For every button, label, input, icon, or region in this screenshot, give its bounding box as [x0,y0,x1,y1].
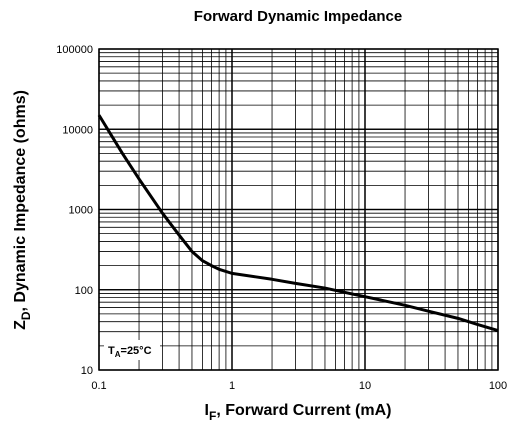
x-tick-label: 1 [229,380,235,392]
x-tick-label: 0.1 [91,380,106,392]
plot-frame [98,48,499,371]
y-tick-label: 100000 [56,44,93,56]
y-axis-label: ZD, Dynamic Impedance (ohms) [12,90,33,330]
x-tick-label: 100 [489,380,507,392]
y-tick-label: 100 [75,285,93,297]
chart-title: Forward Dynamic Impedance [194,8,402,25]
series-line [97,114,499,333]
y-tick-label: 10000 [62,124,93,136]
temperature-annotation: TA=25°C [108,345,152,359]
y-tick-label: 1000 [69,205,93,217]
x-tick-label: 10 [359,380,371,392]
grid [98,48,499,371]
y-tick-label: 10 [81,365,93,377]
annotation-background [104,340,160,360]
x-axis-label: IF, Forward Current (mA) [205,402,392,423]
x-tick-labels: 0.1 1 10 100 [91,380,507,392]
y-tick-labels: 10 100 1000 10000 100000 [56,44,93,377]
